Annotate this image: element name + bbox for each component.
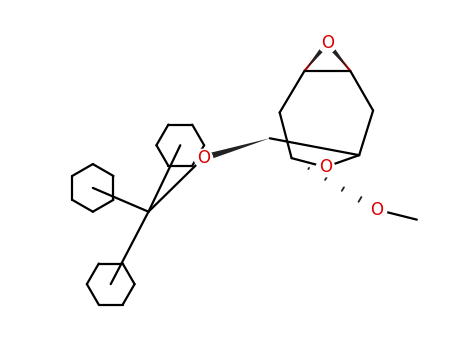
- Text: O: O: [319, 158, 332, 176]
- Text: O: O: [321, 34, 334, 52]
- Text: O: O: [197, 149, 210, 167]
- Text: O: O: [370, 201, 384, 219]
- Polygon shape: [325, 41, 350, 71]
- Polygon shape: [202, 138, 270, 161]
- Polygon shape: [304, 41, 330, 71]
